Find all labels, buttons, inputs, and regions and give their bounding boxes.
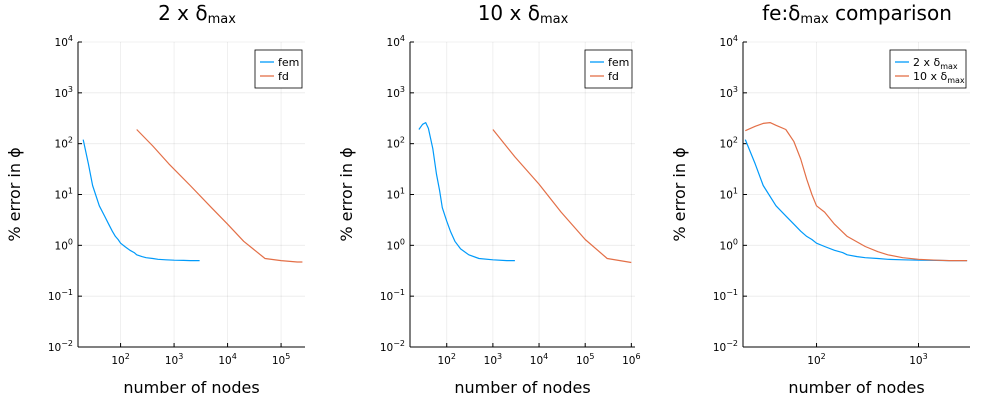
series-line-second (492, 129, 632, 264)
legend-box (889, 49, 967, 89)
subplot-2: 102 103 104 105 106 10−2 10−1 100 101 102 103 104 10… (337, 1, 641, 397)
x-tick-label: 104 (218, 352, 236, 367)
y-tick-label: 100 (720, 237, 738, 252)
series-line-first (82, 139, 200, 262)
grid (410, 41, 635, 348)
legend-box (254, 49, 303, 89)
series-line-second (745, 121, 968, 262)
y-tick-label: 10−2 (713, 339, 738, 354)
legend-entry: fem (278, 56, 299, 69)
y-axis-label: % error in ϕ (337, 147, 356, 241)
x-tick-label: 105 (272, 352, 290, 367)
y-tick-label: 102 (387, 136, 405, 151)
y-tick-label: 104 (55, 34, 73, 49)
chart-title: 10 x δmax (478, 1, 569, 27)
x-tick-label: 103 (909, 352, 927, 367)
y-tick-label: 103 (55, 85, 73, 100)
y-tick-label: 10−1 (380, 288, 405, 303)
y-tick-label: 104 (387, 34, 405, 49)
y-tick-label: 101 (720, 187, 738, 202)
legend-entry: fem (608, 56, 629, 69)
x-tick-label: 105 (576, 352, 594, 367)
x-tick-label: 104 (530, 352, 548, 367)
y-tick-label: 103 (720, 85, 738, 100)
x-tick-label: 102 (437, 352, 455, 367)
x-tick-label: 102 (111, 352, 129, 367)
series-line-first (418, 121, 515, 262)
legend-entry: 10 x δmax (913, 70, 965, 85)
y-tick-label: 10−2 (48, 339, 73, 354)
x-axis-label: number of nodes (454, 378, 590, 397)
legend-entry: fd (278, 70, 289, 83)
y-tick-label: 10−2 (380, 339, 405, 354)
legend-entry: 2 x δmax (913, 56, 958, 71)
legend-box (584, 49, 633, 89)
y-tick-label: 104 (720, 34, 738, 49)
x-tick-label: 102 (807, 352, 825, 367)
y-axis-label: % error in ϕ (670, 147, 689, 241)
y-tick-label: 100 (387, 237, 405, 252)
x-axis-label: number of nodes (788, 378, 924, 397)
chart-title: fe:δmax comparison (762, 1, 952, 27)
y-tick-label: 10−1 (48, 288, 73, 303)
y-tick-label: 10−1 (713, 288, 738, 303)
x-axis-label: number of nodes (123, 378, 259, 397)
y-tick-label: 100 (55, 237, 73, 252)
y-tick-label: 101 (55, 187, 73, 202)
series-line-second (136, 129, 303, 263)
grid (743, 41, 970, 348)
y-tick-label: 103 (387, 85, 405, 100)
y-tick-label: 101 (387, 187, 405, 202)
series-line-first (744, 139, 968, 262)
subplot-3: 102 103 10−2 10−1 100 101 102 103 104 fe:δmax com… (670, 1, 970, 397)
legend-entry: fd (608, 70, 619, 83)
y-tick-label: 102 (720, 136, 738, 151)
chart-title: 2 x δmax (158, 1, 236, 27)
x-tick-label: 103 (484, 352, 502, 367)
x-tick-label: 106 (622, 352, 640, 367)
x-tick-label: 103 (165, 352, 183, 367)
subplot-1: 102 103 104 105 10−2 10−1 100 101 102 103 104 2 x δ… (5, 1, 305, 397)
y-tick-label: 102 (55, 136, 73, 151)
y-axis-label: % error in ϕ (5, 147, 24, 241)
